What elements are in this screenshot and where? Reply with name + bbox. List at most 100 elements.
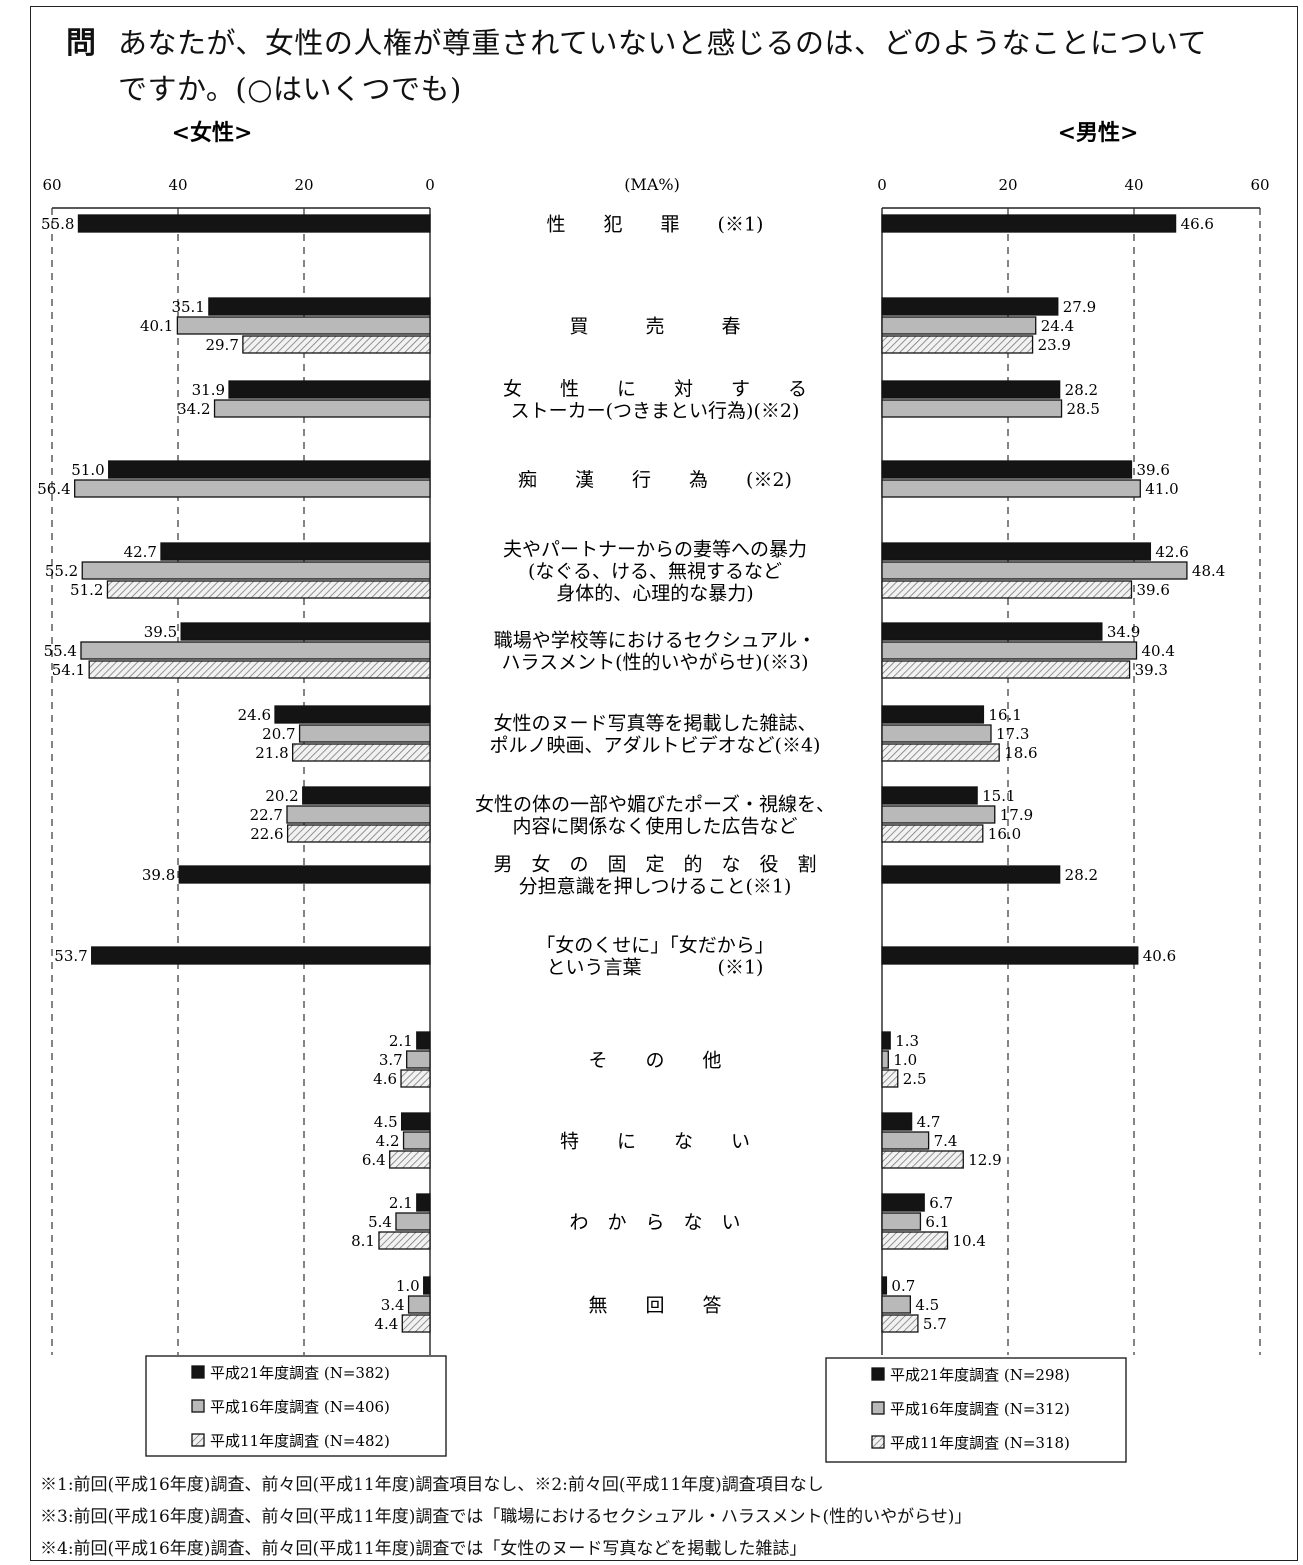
footnote-1: ※1:前回(平成16年度)調査、前々回(平成11年度)調査項目なし、※2:前々回…: [40, 1475, 824, 1495]
female-bar: [208, 297, 431, 316]
male-bar: [881, 561, 1188, 580]
male-bar: [881, 660, 1131, 679]
male-legend-label: 平成11年度調査 (N=318): [890, 1434, 1070, 1452]
male-legend-swatch: [871, 1367, 885, 1381]
category-label: 痴 漢 行 為 (※2): [518, 469, 792, 491]
female-bar: [416, 1031, 431, 1050]
male-value-label: 4.5: [915, 1296, 939, 1314]
male-value-label: 48.4: [1192, 562, 1225, 580]
male-value-label: 28.5: [1067, 400, 1100, 418]
female-bar: [402, 1131, 431, 1150]
male-value-label: 12.9: [968, 1151, 1001, 1169]
female-value-label: 31.9: [192, 381, 225, 399]
female-bar: [160, 542, 431, 561]
male-bar: [881, 946, 1139, 965]
male-tick-label: 0: [877, 176, 887, 194]
female-bar: [400, 1112, 431, 1131]
female-value-label: 24.6: [238, 706, 271, 724]
male-value-label: 17.9: [1000, 806, 1033, 824]
female-tick-label: 40: [168, 176, 187, 194]
female-bar: [274, 705, 431, 724]
female-value-label: 42.7: [124, 543, 157, 561]
female-tick-label: 60: [42, 176, 61, 194]
female-legend-label: 平成16年度調査 (N=406): [210, 1398, 390, 1416]
male-bar: [881, 297, 1059, 316]
female-bar: [80, 641, 431, 660]
female-value-label: 51.0: [71, 461, 104, 479]
male-bar: [881, 1031, 891, 1050]
category-label: 女性のヌード写真等を掲載した雑誌、: [493, 713, 816, 735]
category-label: ストーカー(つきまとい行為)(※2): [511, 400, 800, 422]
male-value-label: 1.3: [895, 1032, 919, 1050]
male-value-label: 6.1: [925, 1213, 949, 1231]
female-value-label: 55.4: [44, 642, 77, 660]
category-label: 身体的、心理的な暴力): [556, 583, 753, 605]
male-bar: [881, 1069, 899, 1088]
female-bar: [292, 743, 431, 762]
male-value-label: 28.2: [1065, 866, 1098, 884]
male-bar: [881, 724, 992, 743]
category-label: 無 回 答: [588, 1295, 721, 1317]
male-bar: [881, 805, 996, 824]
male-value-label: 46.6: [1181, 215, 1214, 233]
female-bar: [178, 865, 431, 884]
female-bar: [77, 214, 431, 233]
female-value-label: 3.7: [379, 1051, 403, 1069]
male-legend-swatch: [871, 1435, 885, 1449]
female-bar: [242, 335, 431, 354]
male-value-label: 27.9: [1063, 298, 1096, 316]
category-label: 女 性 に 対 す る: [503, 378, 807, 400]
female-value-label: 2.1: [389, 1032, 413, 1050]
category-label: 「女のくせに」「女だから」: [536, 935, 774, 957]
female-value-label: 6.4: [362, 1151, 386, 1169]
female-value-label: 4.4: [374, 1315, 398, 1333]
category-label: 内容に関係なく使用した広告など: [512, 816, 797, 838]
female-value-label: 5.4: [368, 1213, 392, 1231]
female-bar: [228, 380, 431, 399]
female-value-label: 3.4: [381, 1296, 405, 1314]
male-bar: [881, 641, 1138, 660]
female-legend-label: 平成21年度調査 (N=382): [210, 1364, 390, 1382]
female-bar: [106, 580, 431, 599]
male-bar: [881, 743, 1000, 762]
female-value-label: 51.2: [70, 581, 103, 599]
female-legend-label: 平成11年度調査 (N=482): [210, 1432, 390, 1450]
question-mark: 問: [66, 26, 96, 61]
question-text-line1: あなたが、女性の人権が尊重されていないと感じるのは、どのようなことについて: [118, 26, 1208, 60]
male-legend-swatch: [871, 1401, 885, 1415]
male-bar: [881, 479, 1141, 498]
male-value-label: 42.6: [1155, 543, 1188, 561]
male-bar: [881, 622, 1103, 641]
category-label: わ か ら な い: [569, 1212, 740, 1234]
male-bar: [881, 865, 1061, 884]
male-value-label: 39.3: [1135, 661, 1168, 679]
male-bar: [881, 1150, 964, 1169]
female-value-label: 34.2: [177, 400, 210, 418]
category-label: 職場や学校等におけるセクシュアル・: [494, 630, 816, 652]
male-value-label: 40.4: [1142, 642, 1175, 660]
question-text-line2: ですか。(○はいくつでも): [118, 72, 462, 106]
category-label: (なぐる、ける、無視するなど: [528, 561, 782, 583]
female-panel-title: <女性>: [172, 120, 253, 146]
female-bar: [88, 660, 431, 679]
category-label: 性 犯 罪 (※1): [547, 214, 764, 236]
female-legend-swatch: [191, 1433, 205, 1447]
female-value-label: 4.2: [376, 1132, 400, 1150]
female-value-label: 54.1: [52, 661, 85, 679]
female-bar: [395, 1212, 431, 1231]
unit-label: (MA%): [624, 175, 680, 194]
female-value-label: 8.1: [351, 1232, 375, 1250]
male-value-label: 7.4: [934, 1132, 958, 1150]
category-label: 女性の体の一部や媚びたポーズ・視線を、: [475, 794, 835, 816]
male-value-label: 39.6: [1136, 581, 1169, 599]
male-bar: [881, 705, 985, 724]
category-label: そ の 他: [588, 1050, 721, 1072]
female-value-label: 39.5: [144, 623, 177, 641]
female-value-label: 56.4: [37, 480, 70, 498]
male-tick-label: 20: [998, 176, 1017, 194]
female-value-label: 40.1: [140, 317, 173, 335]
male-value-label: 34.9: [1107, 623, 1140, 641]
female-bar: [180, 622, 431, 641]
male-bar: [881, 1295, 912, 1314]
